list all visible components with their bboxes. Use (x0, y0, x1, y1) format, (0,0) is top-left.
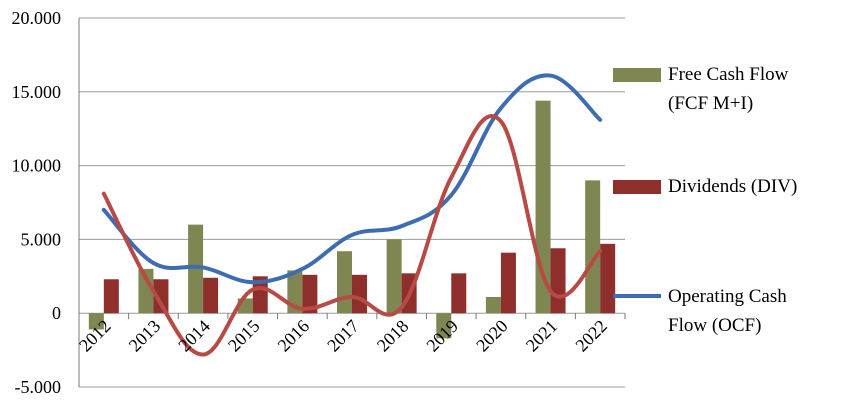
bar-div (352, 274, 367, 314)
y-tick-label: 20.000 (12, 8, 62, 28)
y-tick-label: -5.000 (15, 377, 62, 397)
legend-div-swatch (613, 180, 661, 194)
y-tick-label: 15.000 (12, 82, 62, 102)
x-tick-label: 2018 (373, 316, 413, 356)
bar-div (302, 274, 318, 314)
bar-fcf (535, 100, 551, 314)
legend-ocf-label: Operating Cash (668, 286, 787, 307)
x-tick-label: 2013 (125, 316, 165, 356)
legend-fcf-swatch (613, 68, 661, 82)
bar-fcf (188, 224, 204, 314)
bar-div (252, 276, 268, 314)
legend-fcf-label: (FCF M+I) (668, 93, 753, 114)
x-tick-label: 2016 (274, 316, 314, 356)
legend-ocf-label: Flow (OCF) (668, 315, 761, 336)
x-tick-label: 2014 (174, 316, 214, 356)
x-tick-label: 2012 (75, 316, 115, 356)
y-tick-label: 0 (52, 303, 61, 323)
bar-div (600, 243, 616, 314)
bar-fcf (88, 313, 104, 330)
bar-div (550, 248, 566, 314)
y-tick-label: 10.000 (12, 156, 62, 176)
x-tick-label: 2022 (571, 316, 611, 356)
bar-fcf (386, 239, 402, 314)
bar-div (103, 279, 119, 314)
bar-div (203, 277, 219, 314)
series-line-div-smoothed (101, 114, 603, 357)
y-tick-label: 5.000 (21, 229, 62, 249)
x-tick-label: 2017 (323, 316, 363, 356)
legend-div-label: Dividends (DIV) (668, 176, 797, 197)
bar-fcf (585, 180, 601, 314)
legend-fcf-label: Free Cash Flow (668, 64, 789, 85)
x-tick-label: 2020 (472, 316, 512, 356)
x-tick-label: 2019 (423, 316, 463, 356)
x-tick-label: 2021 (522, 316, 562, 356)
series-line-ocf (101, 73, 603, 285)
bar-div (153, 279, 169, 314)
bar-fcf (337, 251, 352, 314)
bar-fcf (436, 313, 452, 339)
bar-div (500, 252, 516, 314)
bar-fcf (138, 268, 154, 314)
bar-fcf (485, 296, 501, 314)
bar-div (451, 273, 467, 314)
